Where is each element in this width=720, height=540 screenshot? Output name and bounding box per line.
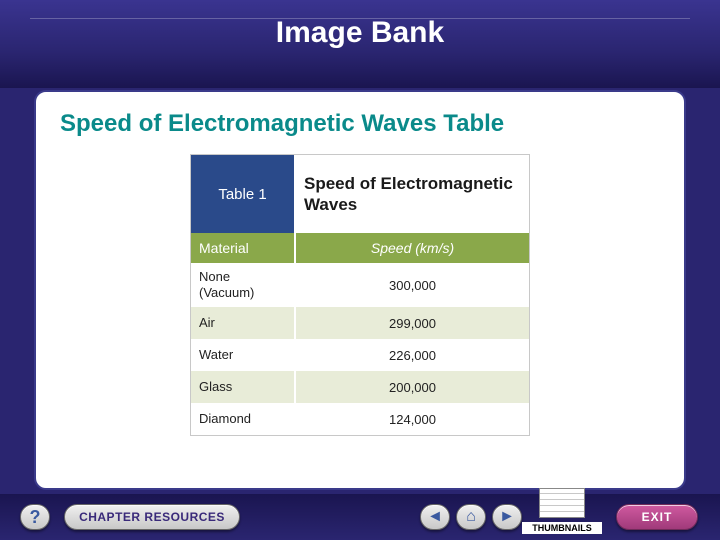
chapter-resources-button[interactable]: CHAPTER RESOURCES: [64, 504, 240, 530]
thumbnails-button[interactable]: [539, 488, 585, 518]
table-header-row: Material Speed (km/s): [191, 233, 529, 263]
bottom-bar: ? CHAPTER RESOURCES ◄ ⌂ ► THUMBNAILS EXI…: [0, 494, 720, 540]
nav-home-button[interactable]: ⌂: [456, 504, 486, 530]
table-title: Speed of Electromagnetic Waves: [296, 155, 529, 233]
cell-speed: 300,000: [296, 263, 529, 307]
table-row: Air299,000: [191, 307, 529, 339]
cell-material: Glass: [191, 371, 296, 403]
cell-material: Air: [191, 307, 296, 339]
help-button[interactable]: ?: [20, 504, 50, 530]
content-panel: Speed of Electromagnetic Waves Table Tab…: [34, 90, 686, 490]
cell-material: Water: [191, 339, 296, 371]
cell-material: None (Vacuum): [191, 263, 296, 307]
cell-speed: 200,000: [296, 371, 529, 403]
slide-title: Speed of Electromagnetic Waves Table: [60, 110, 660, 138]
header: Image Bank: [0, 0, 720, 88]
col-header-speed: Speed (km/s): [296, 233, 529, 263]
table-row: Glass200,000: [191, 371, 529, 403]
table-row: Water226,000: [191, 339, 529, 371]
nav-back-button[interactable]: ◄: [420, 504, 450, 530]
cell-speed: 226,000: [296, 339, 529, 371]
em-waves-table: Table 1 Speed of Electromagnetic Waves M…: [190, 154, 530, 436]
page-title: Image Bank: [0, 0, 720, 50]
cell-material: Diamond: [191, 403, 296, 435]
table-row: None (Vacuum)300,000: [191, 263, 529, 307]
table-label: Table 1: [191, 155, 296, 233]
table-row: Diamond124,000: [191, 403, 529, 435]
exit-button[interactable]: EXIT: [616, 504, 698, 530]
thumbnails-label: THUMBNAILS: [522, 522, 602, 534]
nav-forward-button[interactable]: ►: [492, 504, 522, 530]
cell-speed: 124,000: [296, 403, 529, 435]
col-header-material: Material: [191, 233, 296, 263]
cell-speed: 299,000: [296, 307, 529, 339]
